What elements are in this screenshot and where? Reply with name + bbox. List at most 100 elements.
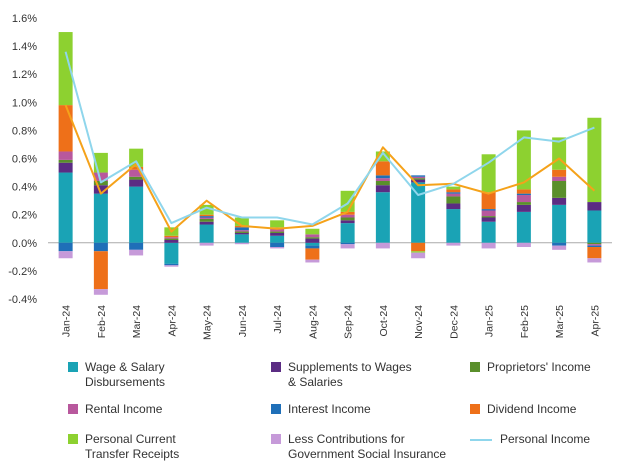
bar-less-contributions-for-government-social-insurance-oct-24 (375, 242, 390, 249)
bar-interest-income-mar-24 (129, 242, 144, 250)
legend-swatch-interest (271, 404, 281, 414)
bar-proprietors-income-jan-25 (481, 216, 496, 218)
bar-dividend-income-nov-24 (411, 242, 426, 252)
bar-rental-income-feb-24 (93, 172, 108, 181)
bar-dividend-income-feb-24 (93, 251, 108, 290)
bar-proprietors-income-jul-24 (270, 231, 285, 233)
x-tick-label: Jul-24 (272, 305, 284, 334)
x-tick-label: Jan-25 (484, 305, 496, 337)
bar-less-contributions-for-government-social-insurance-mar-24 (129, 249, 144, 256)
y-tick-label: 1.0% (12, 97, 37, 109)
x-tick-label: Feb-24 (96, 305, 108, 338)
bar-dividend-income-may-24 (199, 214, 214, 217)
legend-item-dividend: Dividend Income (470, 402, 624, 417)
bar-supplements-to-wages-salaries-mar-25 (552, 197, 567, 205)
legend-item-social-insurance: Less Contributions for Government Social… (271, 432, 473, 462)
legend-label-rental: Rental Income (85, 402, 163, 416)
bar-interest-income-jul-24 (270, 242, 285, 248)
bar-less-contributions-for-government-social-insurance-jun-24 (234, 242, 249, 245)
series-lines (64, 51, 596, 233)
x-tick-label: Apr-24 (166, 305, 178, 337)
line-personal-income (64, 51, 595, 226)
x-tick-label: Dec-24 (448, 305, 460, 339)
bar-rental-income-nov-24 (411, 176, 426, 179)
bar-proprietors-income-apr-25 (587, 242, 602, 245)
bar-interest-income-sep-24 (340, 242, 355, 245)
bar-interest-income-jun-24 (234, 227, 249, 231)
bar-rental-income-sep-24 (340, 214, 355, 218)
bar-proprietors-income-jun-24 (234, 231, 249, 233)
bar-dividend-income-apr-25 (587, 247, 602, 259)
x-tick-label: Jun-24 (237, 305, 249, 337)
bar-interest-income-nov-24 (411, 175, 426, 177)
bar-less-contributions-for-government-social-insurance-nov-24 (411, 252, 426, 259)
bar-interest-income-apr-25 (587, 245, 602, 248)
x-tick-label: Jan-24 (61, 305, 73, 337)
x-tick-label: May-24 (202, 305, 214, 340)
bar-wage-salary-disbursements-jan-24 (58, 172, 73, 243)
bar-supplements-to-wages-salaries-jan-24 (58, 162, 73, 173)
bar-less-contributions-for-government-social-insurance-jan-24 (58, 251, 73, 259)
bar-less-contributions-for-government-social-insurance-sep-24 (340, 244, 355, 249)
bar-rental-income-mar-25 (552, 176, 567, 181)
bar-proprietors-income-oct-24 (375, 180, 390, 186)
bar-personal-current-transfer-receipts-feb-25 (516, 130, 531, 190)
bar-proprietors-income-jan-24 (58, 159, 73, 163)
bar-interest-income-dec-24 (446, 192, 461, 194)
bar-supplements-to-wages-salaries-sep-24 (340, 220, 355, 224)
legend-item-rental: Rental Income (68, 402, 265, 417)
bar-less-contributions-for-government-social-insurance-mar-25 (552, 245, 567, 250)
x-tick-label: Oct-24 (378, 305, 390, 337)
bar-proprietors-income-feb-25 (516, 202, 531, 205)
bar-supplements-to-wages-salaries-feb-24 (93, 185, 108, 194)
y-tick-label: -0.4% (8, 294, 37, 306)
y-tick-label: -0.2% (8, 266, 37, 278)
x-axis: Jan-24 Feb-24 Mar-24 Apr-24 May-24 Jun-24 Jul-… (61, 305, 602, 340)
bar-dividend-income-aug-24 (305, 248, 320, 260)
bar-wage-salary-disbursements-apr-25 (587, 210, 602, 243)
bar-interest-income-feb-25 (516, 193, 531, 196)
legend-swatch-supplements (271, 362, 281, 372)
bar-personal-current-transfer-receipts-jun-24 (234, 217, 249, 226)
x-tick-label: Feb-25 (519, 305, 531, 338)
line-unlabeled-total (64, 104, 596, 233)
bar-wage-salary-disbursements-oct-24 (375, 192, 390, 243)
legend-item-wage-salary: Wage & Salary Disbursements (68, 360, 215, 390)
legend-item-personal-income: Personal Income (470, 432, 620, 447)
bar-wage-salary-disbursements-feb-24 (93, 193, 108, 243)
bar-rental-income-jul-24 (270, 228, 285, 232)
bar-less-contributions-for-government-social-insurance-apr-24 (164, 265, 179, 267)
legend-swatch-dividend (470, 404, 480, 414)
bar-wage-salary-disbursements-sep-24 (340, 223, 355, 243)
bar-interest-income-oct-24 (375, 175, 390, 179)
bar-supplements-to-wages-salaries-jul-24 (270, 232, 285, 236)
legend-item-supplements: Supplements to Wages & Salaries (271, 360, 413, 390)
bar-less-contributions-for-government-social-insurance-feb-25 (516, 242, 531, 248)
legend-label-social-insurance: Less Contributions for Government Social… (288, 432, 447, 461)
y-tick-label: 0.8% (12, 125, 37, 137)
y-tick-label: 1.4% (12, 41, 37, 53)
bar-wage-salary-disbursements-jun-24 (234, 234, 249, 243)
stacked-bars (58, 32, 602, 295)
legend-item-transfer-receipts: Personal Current Transfer Receipts (68, 432, 215, 462)
bar-rental-income-apr-25 (587, 244, 602, 246)
bar-personal-current-transfer-receipts-aug-24 (305, 228, 320, 235)
legend-label-supplements: Supplements to Wages & Salaries (288, 360, 412, 389)
bar-personal-current-transfer-receipts-oct-24 (375, 151, 390, 162)
legend-swatch-proprietors (470, 362, 480, 372)
bar-less-contributions-for-government-social-insurance-jan-25 (481, 242, 496, 249)
y-tick-label: 0.6% (12, 154, 37, 166)
bar-supplements-to-wages-salaries-dec-24 (446, 203, 461, 210)
y-tick-label: 1.6% (12, 13, 37, 25)
legend-swatch-wage-salary (68, 362, 78, 372)
legend-item-interest: Interest Income (271, 402, 468, 417)
bar-dividend-income-apr-24 (164, 235, 179, 238)
bar-proprietors-income-nov-24 (411, 178, 426, 180)
bar-dividend-income-feb-25 (516, 189, 531, 194)
bar-interest-income-jan-24 (58, 242, 73, 252)
income-contribution-chart: -0.4% -0.2% 0.0% 0.2% 0.4% 0.6% 0.8% 1.0% 1.2% 1.… (8, 13, 612, 340)
bar-supplements-to-wages-salaries-jun-24 (234, 232, 249, 235)
bar-rental-income-apr-24 (164, 237, 179, 239)
legend-label-dividend: Dividend Income (487, 402, 577, 416)
bar-less-contributions-for-government-social-insurance-apr-25 (587, 258, 602, 263)
